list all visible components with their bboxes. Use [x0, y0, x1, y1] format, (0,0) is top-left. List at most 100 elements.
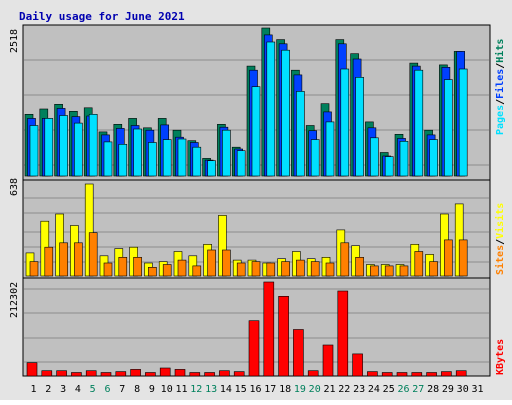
bars-layer [24, 27, 468, 377]
x-tick-label: 29 [442, 384, 454, 395]
pages-bar [207, 160, 216, 177]
pages-bar [281, 49, 290, 177]
x-tick-label: 26 [397, 384, 409, 395]
sites-bar [251, 261, 261, 277]
legend-visits-sites: Sites/Visits [494, 203, 506, 275]
x-tick-label: 5 [90, 384, 96, 395]
pages-bar [88, 114, 98, 177]
sites-bar [103, 262, 113, 277]
x-tick-label: 25 [383, 384, 395, 395]
kbytes-bar [100, 372, 112, 377]
pages-bar [236, 150, 246, 177]
kbytes-bar [278, 295, 289, 377]
x-tick-label: 23 [353, 384, 365, 395]
visits-ymax-label: 638 [9, 178, 20, 196]
kbytes-bar [145, 372, 156, 377]
sites-bar [133, 256, 142, 277]
hits-ymax-label: 2518 [9, 29, 20, 53]
legend-hits-files-pages: Pages/Files/Hits [494, 39, 506, 135]
kbytes-bar [248, 320, 260, 377]
pages-bar [251, 86, 261, 177]
pages-bar [458, 68, 468, 177]
sites-bar [222, 249, 231, 277]
sites-bar [59, 242, 68, 277]
kbytes-bar [56, 370, 67, 377]
kbytes-bar [263, 281, 275, 377]
sites-bar [429, 261, 438, 277]
x-tick-label: 11 [175, 384, 187, 395]
sites-bar [162, 264, 172, 277]
x-tick-label: 12 [190, 384, 202, 395]
kbytes-bar [41, 370, 53, 377]
pages-bar [162, 139, 172, 177]
pages-bar [399, 141, 409, 177]
kbytes-bar [130, 369, 141, 377]
pages-bar [29, 125, 39, 177]
kbytes-bar [159, 367, 171, 377]
pages-bar [148, 142, 157, 177]
kbytes-bar [396, 372, 408, 377]
legend-sites: Sites [494, 245, 506, 275]
sites-bar [192, 265, 202, 277]
x-tick-label: 21 [323, 384, 335, 395]
kbytes-bar [293, 329, 304, 377]
sites-bar [88, 232, 98, 277]
pages-bar [74, 122, 83, 177]
kbytes-bar [233, 371, 245, 377]
pages-bar [222, 129, 231, 177]
pages-bar [296, 91, 305, 177]
x-tick-label: 17 [264, 384, 276, 395]
legend-kbytes-label: KBytes [495, 339, 506, 375]
kbytes-bar [26, 362, 38, 377]
kbytes-bar [174, 369, 186, 377]
kbytes-bar [352, 353, 363, 377]
sites-bar [414, 251, 424, 277]
sites-bar [177, 259, 187, 277]
pages-bar [177, 138, 187, 177]
sites-bar [207, 249, 216, 277]
sites-bar [370, 265, 379, 277]
x-tick-label: 22 [338, 384, 350, 395]
sites-bar [236, 262, 246, 277]
sites-bar [74, 242, 83, 277]
x-tick-label: 19 [294, 384, 306, 395]
sites-bar [458, 239, 468, 277]
x-tick-label: 4 [75, 384, 81, 395]
pages-bar [59, 115, 68, 177]
legend-kbytes: KBytes [495, 339, 506, 375]
kbytes-bar [337, 290, 349, 377]
x-tick-label: 9 [149, 384, 155, 395]
x-tick-label: 10 [161, 384, 173, 395]
kbytes-bar [367, 371, 378, 377]
kbytes-bar [219, 370, 230, 377]
pages-bar [355, 77, 364, 177]
pages-bar [266, 41, 276, 177]
sites-bar [296, 259, 305, 277]
x-tick-label: 20 [309, 384, 321, 395]
sites-bar [281, 261, 290, 277]
x-tick-label: 27 [412, 384, 424, 395]
x-tick-label: 3 [60, 384, 66, 395]
sites-bar [340, 242, 350, 277]
x-tick-label: 13 [205, 384, 217, 395]
sites-bar [355, 256, 364, 277]
pages-bar [44, 118, 54, 177]
sites-bar [384, 265, 394, 277]
pages-bar [310, 139, 320, 177]
kbytes-bar [189, 372, 201, 377]
x-tick-label: 6 [104, 384, 110, 395]
legend-hits: Hits [494, 39, 506, 63]
legend-files: Files [494, 69, 506, 99]
kbytes-bar [204, 372, 215, 377]
kbytes-bar [115, 371, 127, 377]
x-tick-label: 1 [30, 384, 36, 395]
kbytes-bar [441, 371, 452, 377]
x-tick-label: 8 [134, 384, 140, 395]
kbytes-bar [322, 344, 334, 377]
sites-bar [325, 262, 335, 277]
sites-bar [44, 246, 54, 277]
sites-bar [310, 261, 320, 277]
sites-bar [266, 262, 276, 277]
pages-bar [370, 137, 379, 177]
